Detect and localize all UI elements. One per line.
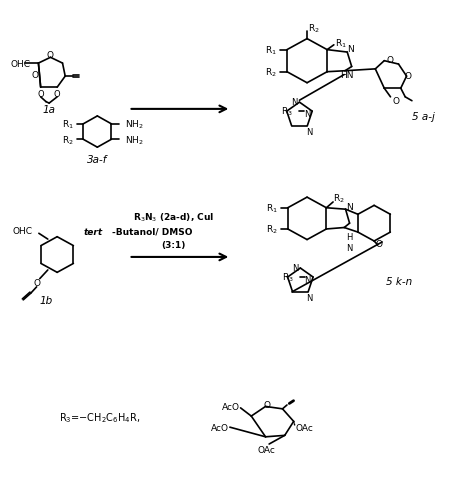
Text: OHC: OHC — [12, 227, 32, 235]
Text: 1b: 1b — [40, 296, 53, 306]
Text: O: O — [32, 71, 39, 79]
Text: N: N — [348, 45, 354, 54]
Text: R$_2$: R$_2$ — [62, 134, 74, 146]
Text: R$_2$: R$_2$ — [308, 23, 320, 35]
Text: O: O — [33, 278, 40, 287]
Text: 5 a-j: 5 a-j — [412, 112, 435, 122]
Text: O: O — [47, 51, 54, 60]
Text: H
N: H N — [347, 233, 353, 252]
Text: O: O — [264, 400, 270, 408]
Text: N: N — [292, 263, 298, 272]
Text: R$_2$: R$_2$ — [265, 66, 277, 79]
Text: R$_1$: R$_1$ — [266, 202, 278, 214]
Text: N: N — [304, 275, 311, 284]
Text: R$_2$: R$_2$ — [266, 223, 278, 236]
Text: N: N — [306, 293, 313, 302]
Text: R$_2$: R$_2$ — [333, 193, 345, 205]
Text: NH$_2$: NH$_2$ — [125, 118, 143, 131]
Text: OHC: OHC — [10, 60, 31, 68]
Text: NH$_2$: NH$_2$ — [125, 134, 143, 146]
Text: OAc: OAc — [258, 445, 276, 454]
Text: HN: HN — [340, 71, 354, 80]
Text: R$_3$: R$_3$ — [282, 271, 294, 284]
Text: R$_1$: R$_1$ — [265, 45, 277, 57]
Text: 3a-f: 3a-f — [87, 154, 107, 164]
Text: O: O — [405, 72, 412, 80]
Text: OAc: OAc — [296, 423, 314, 432]
Text: O: O — [54, 90, 61, 99]
Text: O: O — [375, 240, 382, 248]
Text: O: O — [387, 56, 394, 64]
Text: N: N — [346, 202, 352, 212]
Text: N: N — [291, 97, 297, 106]
Text: R$_1$: R$_1$ — [62, 118, 74, 131]
Text: R$_3$=−CH$_2$C$_6$H$_4$R,: R$_3$=−CH$_2$C$_6$H$_4$R, — [59, 411, 141, 424]
Text: R$_3$: R$_3$ — [281, 106, 293, 118]
Text: AcO: AcO — [222, 402, 240, 411]
Text: O: O — [393, 96, 400, 106]
Text: O: O — [37, 90, 44, 99]
Text: AcO: AcO — [211, 423, 229, 432]
Text: N: N — [304, 110, 310, 119]
Text: 5 k-n: 5 k-n — [386, 276, 412, 287]
Text: R$_3$N$_3$ (2a-d), CuI: R$_3$N$_3$ (2a-d), CuI — [132, 211, 214, 224]
Text: (3:1): (3:1) — [161, 241, 185, 250]
Text: R$_1$: R$_1$ — [335, 37, 347, 49]
Text: tert: tert — [84, 227, 102, 236]
Text: -Butanol/ DMSO: -Butanol/ DMSO — [112, 227, 193, 236]
Text: N: N — [306, 128, 313, 136]
Text: 1a: 1a — [43, 105, 56, 115]
